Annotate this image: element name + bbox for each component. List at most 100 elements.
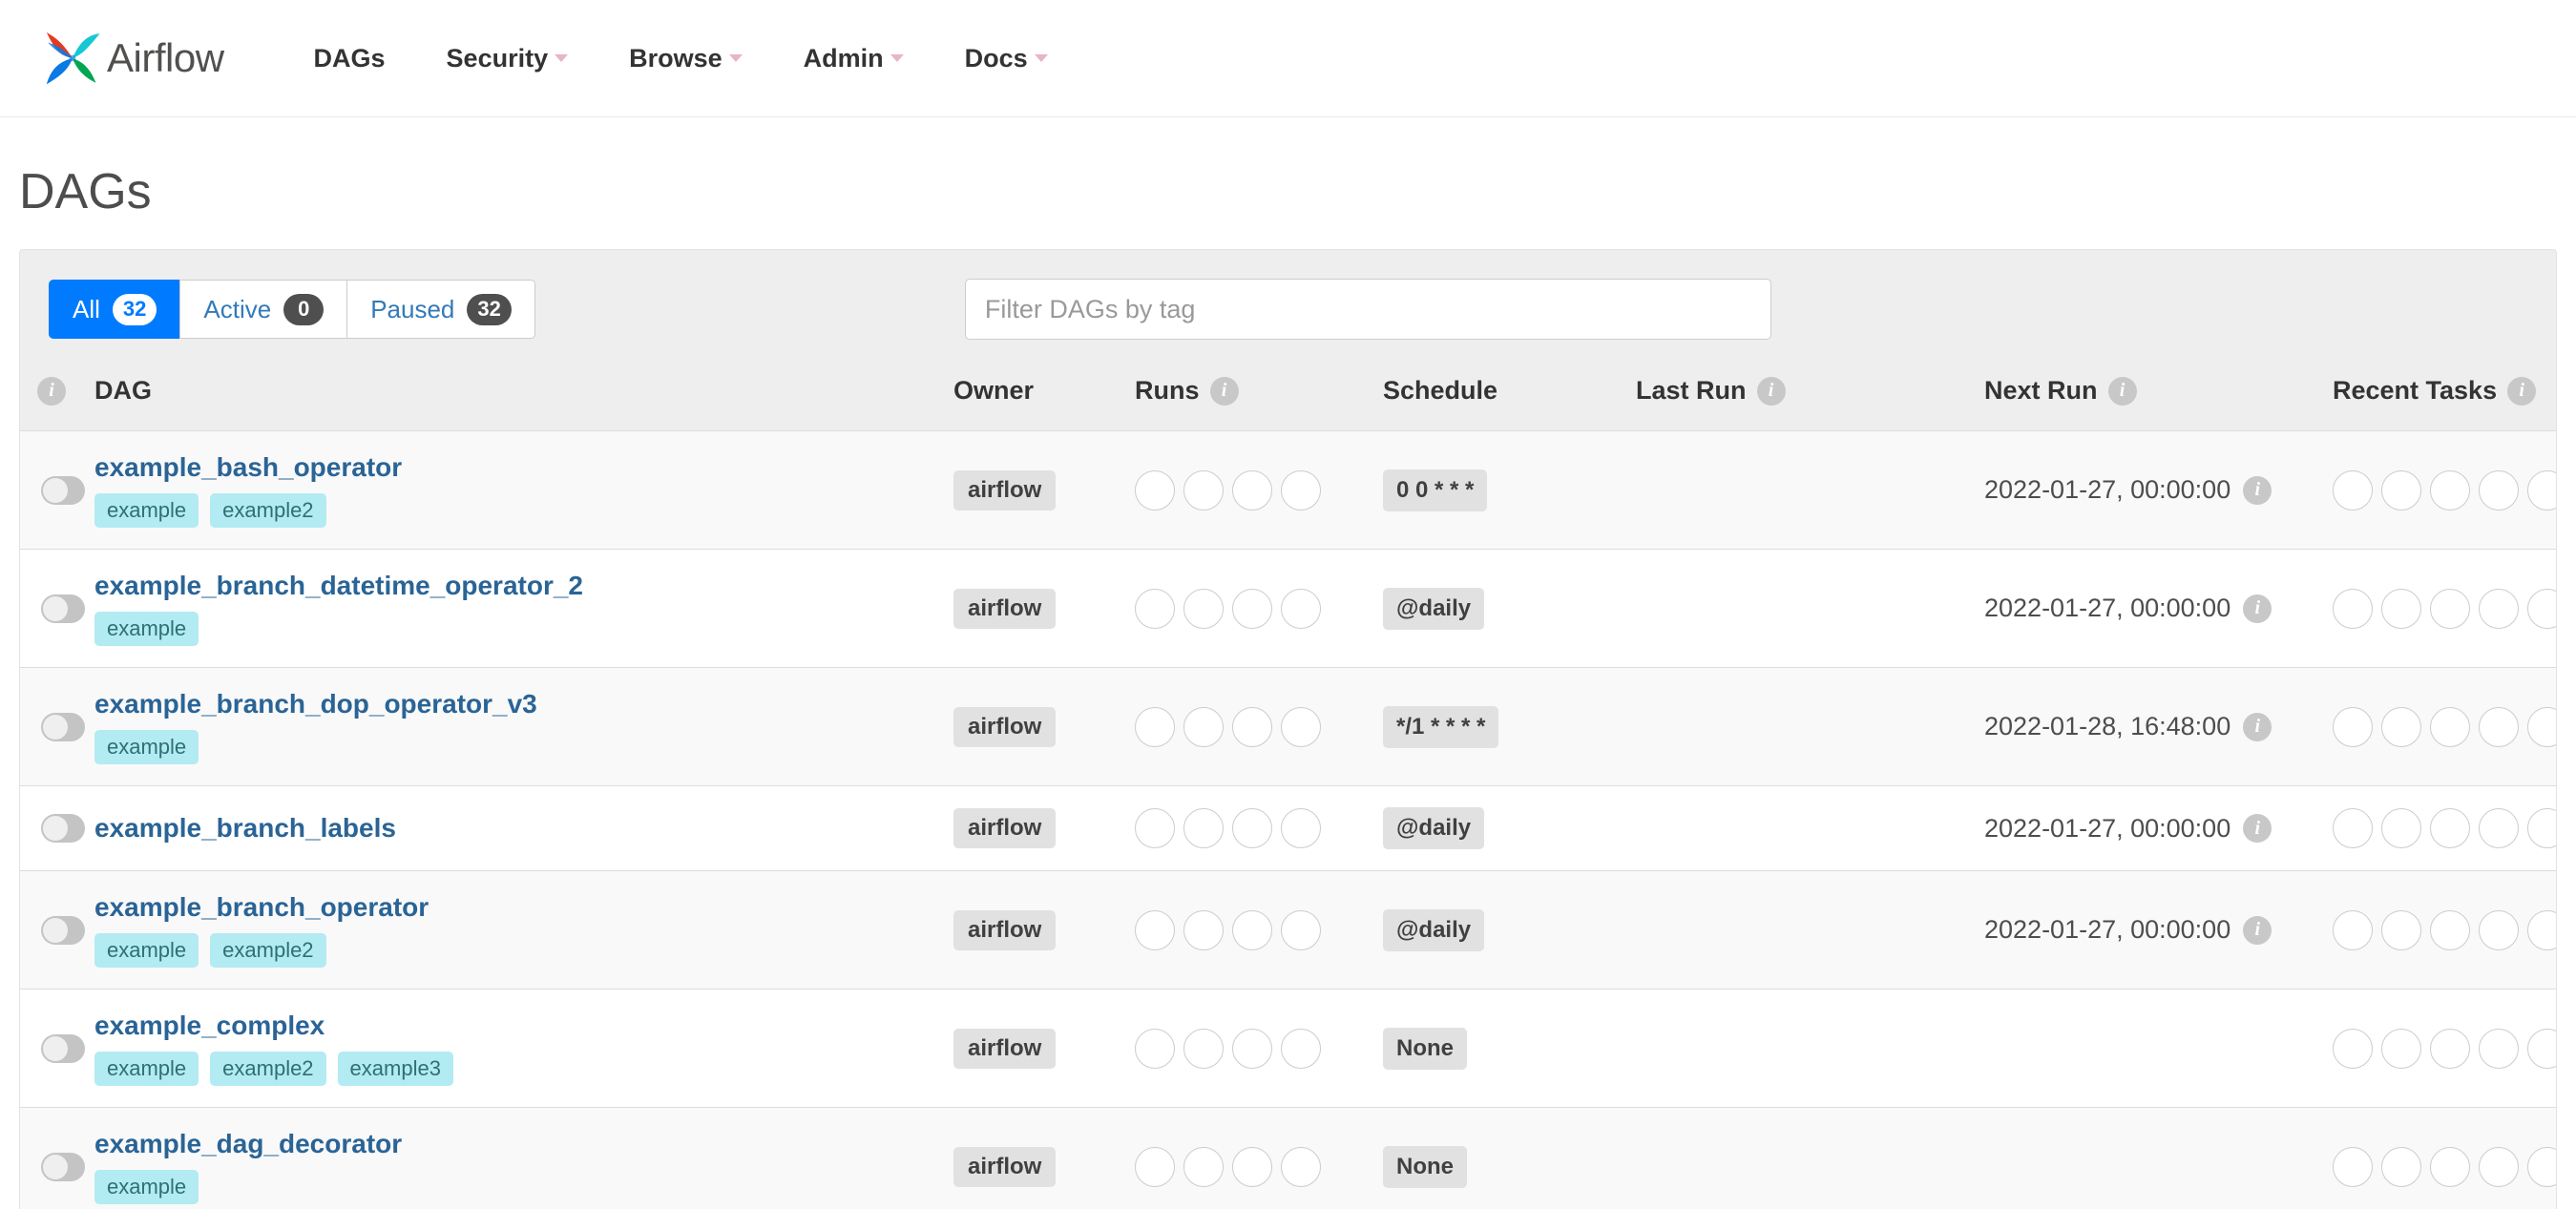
recent-task-circle[interactable]	[2333, 909, 2373, 950]
dag-pause-toggle[interactable]	[41, 594, 85, 623]
run-status-circle[interactable]	[1183, 469, 1224, 511]
nav-item-security[interactable]: Security	[416, 44, 599, 73]
recent-task-circle[interactable]	[2479, 1146, 2519, 1187]
nav-item-docs[interactable]: Docs	[934, 44, 1079, 73]
dag-tag[interactable]: example	[94, 1052, 199, 1086]
dag-tag[interactable]: example	[94, 933, 199, 968]
recent-task-circle[interactable]	[2381, 1028, 2421, 1069]
run-status-circle[interactable]	[1281, 1146, 1321, 1187]
recent-task-circle[interactable]	[2430, 469, 2470, 511]
th-last-run[interactable]: Last Run i	[1636, 365, 1984, 431]
run-status-circle[interactable]	[1135, 808, 1175, 848]
owner-badge[interactable]: airflow	[953, 808, 1057, 848]
run-status-circle[interactable]	[1183, 1146, 1224, 1187]
dag-tag[interactable]: example	[94, 612, 199, 646]
run-status-circle[interactable]	[1183, 808, 1224, 848]
info-icon[interactable]: i	[2243, 814, 2272, 843]
dag-tag[interactable]: example2	[210, 1052, 326, 1086]
recent-task-circle[interactable]	[2333, 706, 2373, 747]
run-status-circle[interactable]	[1281, 706, 1321, 747]
run-status-circle[interactable]	[1281, 909, 1321, 950]
run-status-circle[interactable]	[1232, 469, 1272, 511]
dag-pause-toggle[interactable]	[41, 915, 85, 945]
th-schedule[interactable]: Schedule	[1383, 365, 1636, 431]
recent-task-circle[interactable]	[2527, 1146, 2556, 1187]
recent-task-circle[interactable]	[2479, 588, 2519, 629]
recent-task-circle[interactable]	[2527, 909, 2556, 950]
recent-task-circle[interactable]	[2479, 808, 2519, 848]
dag-tag[interactable]: example	[94, 730, 199, 764]
run-status-circle[interactable]	[1232, 588, 1272, 629]
recent-task-circle[interactable]	[2527, 706, 2556, 747]
recent-task-circle[interactable]	[2527, 588, 2556, 629]
dag-link[interactable]: example_branch_dop_operator_v3	[94, 689, 537, 719]
th-recent-tasks[interactable]: Recent Tasks i	[2333, 365, 2556, 431]
owner-badge[interactable]: airflow	[953, 1028, 1057, 1069]
dag-tag[interactable]: example3	[337, 1052, 453, 1086]
info-icon[interactable]: i	[2107, 376, 2137, 406]
recent-task-circle[interactable]	[2479, 706, 2519, 747]
info-icon[interactable]: i	[2243, 712, 2272, 741]
run-status-circle[interactable]	[1232, 909, 1272, 950]
recent-task-circle[interactable]	[2430, 706, 2470, 747]
recent-task-circle[interactable]	[2333, 469, 2373, 511]
dag-tag[interactable]: example	[94, 1170, 199, 1204]
info-icon[interactable]: i	[2243, 915, 2272, 945]
th-next-run[interactable]: Next Run i	[1984, 365, 2333, 431]
dag-link[interactable]: example_branch_datetime_operator_2	[94, 571, 583, 600]
recent-task-circle[interactable]	[2430, 909, 2470, 950]
dag-link[interactable]: example_bash_operator	[94, 452, 403, 482]
th-owner[interactable]: Owner	[953, 365, 1135, 431]
run-status-circle[interactable]	[1232, 808, 1272, 848]
dag-pause-toggle[interactable]	[41, 814, 85, 843]
recent-task-circle[interactable]	[2430, 808, 2470, 848]
run-status-circle[interactable]	[1281, 588, 1321, 629]
dag-pause-toggle[interactable]	[41, 1152, 85, 1181]
run-status-circle[interactable]	[1232, 1028, 1272, 1069]
run-status-circle[interactable]	[1183, 588, 1224, 629]
info-icon[interactable]: i	[2243, 475, 2272, 505]
run-status-circle[interactable]	[1135, 588, 1175, 629]
run-status-circle[interactable]	[1183, 909, 1224, 950]
th-runs[interactable]: Runs i	[1135, 365, 1383, 431]
run-status-circle[interactable]	[1135, 1028, 1175, 1069]
recent-task-circle[interactable]	[2333, 808, 2373, 848]
filter-tab-paused[interactable]: Paused 32	[346, 280, 535, 339]
dag-link[interactable]: example_complex	[94, 1011, 325, 1040]
nav-item-browse[interactable]: Browse	[598, 44, 773, 73]
recent-task-circle[interactable]	[2333, 1146, 2373, 1187]
recent-task-circle[interactable]	[2381, 469, 2421, 511]
info-icon[interactable]: i	[37, 376, 66, 406]
owner-badge[interactable]: airflow	[953, 1146, 1057, 1187]
owner-badge[interactable]: airflow	[953, 469, 1057, 511]
run-status-circle[interactable]	[1183, 1028, 1224, 1069]
owner-badge[interactable]: airflow	[953, 706, 1057, 747]
run-status-circle[interactable]	[1183, 706, 1224, 747]
run-status-circle[interactable]	[1135, 909, 1175, 950]
recent-task-circle[interactable]	[2527, 1028, 2556, 1069]
recent-task-circle[interactable]	[2430, 1146, 2470, 1187]
dag-link[interactable]: example_branch_labels	[94, 813, 396, 843]
recent-task-circle[interactable]	[2527, 469, 2556, 511]
run-status-circle[interactable]	[1232, 1146, 1272, 1187]
run-status-circle[interactable]	[1135, 706, 1175, 747]
recent-task-circle[interactable]	[2333, 1028, 2373, 1069]
recent-task-circle[interactable]	[2381, 588, 2421, 629]
recent-task-circle[interactable]	[2381, 1146, 2421, 1187]
brand-link[interactable]: Airflow	[40, 26, 224, 91]
recent-task-circle[interactable]	[2527, 808, 2556, 848]
dag-tag[interactable]: example2	[210, 493, 326, 528]
recent-task-circle[interactable]	[2333, 588, 2373, 629]
recent-task-circle[interactable]	[2430, 588, 2470, 629]
info-icon[interactable]: i	[2507, 376, 2537, 406]
run-status-circle[interactable]	[1281, 469, 1321, 511]
recent-task-circle[interactable]	[2430, 1028, 2470, 1069]
dag-link[interactable]: example_dag_decorator	[94, 1129, 403, 1158]
run-status-circle[interactable]	[1135, 1146, 1175, 1187]
recent-task-circle[interactable]	[2381, 706, 2421, 747]
info-icon[interactable]: i	[1209, 376, 1239, 406]
info-icon[interactable]: i	[2243, 594, 2272, 623]
recent-task-circle[interactable]	[2381, 909, 2421, 950]
owner-badge[interactable]: airflow	[953, 909, 1057, 950]
run-status-circle[interactable]	[1281, 1028, 1321, 1069]
